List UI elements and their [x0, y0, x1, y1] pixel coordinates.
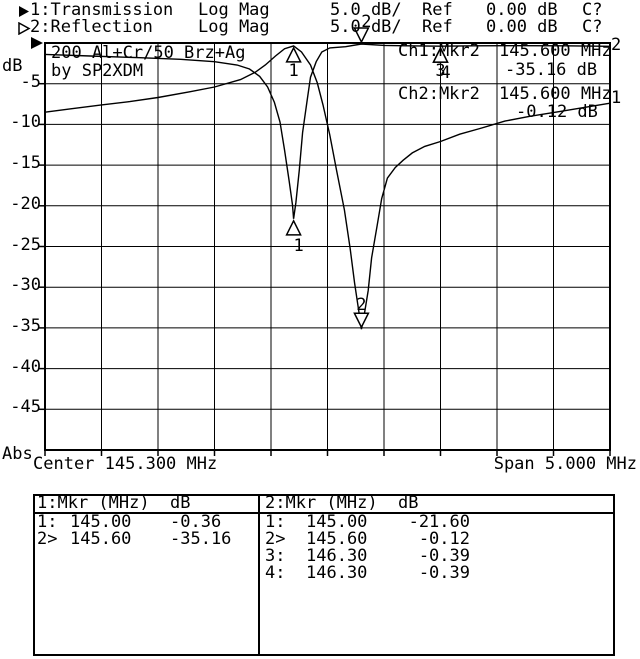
- ch2-cal-status: C?: [582, 17, 603, 37]
- y-tick-label: -5: [20, 72, 41, 92]
- marker-ch2-2-label: 2: [361, 12, 371, 32]
- marker-ch1-2-icon: [353, 312, 370, 329]
- plot-title-line2: by SP2XDM: [51, 61, 144, 81]
- marker-frequency-cell: 146.30: [306, 546, 368, 566]
- marker-value-cell: -0.39: [418, 546, 470, 566]
- marker-number-cell: 3:: [265, 546, 286, 566]
- plot-title-line1: 200 Al+Cr/50 Brz+Ag: [51, 43, 246, 63]
- y-axis-bottom-label: Abs: [2, 444, 33, 464]
- ch1-scale: 5.0 dB/: [330, 0, 402, 20]
- marker-ch2-3-label: 3: [435, 61, 445, 81]
- ch2-ref-value: 0.00 dB: [486, 17, 558, 37]
- marker-ch2-4-icon: [432, 46, 449, 63]
- ch2-marker-readout-freq: 145.600 MHz: [499, 84, 612, 104]
- ch1-marker-readout-label: Ch1:Mkr2: [398, 41, 480, 61]
- y-tick-label: -10: [10, 112, 41, 132]
- ch2-marker-readout-label: Ch2:Mkr2: [398, 84, 480, 104]
- ch1-ref-label: Ref: [422, 0, 453, 20]
- channel2-arrow-icon: [18, 22, 31, 35]
- transmission-trace: [44, 45, 611, 330]
- y-tick-label: -15: [10, 153, 41, 173]
- marker-table-row: 1: 145.00 -21.60: [258, 514, 614, 531]
- y-tick-label: -20: [10, 194, 41, 214]
- y-tick-label: -30: [10, 275, 41, 295]
- ch1-marker-readout-value: -35.16 dB: [505, 60, 598, 80]
- marker-frequency-cell: 145.60: [306, 529, 368, 549]
- marker-table-ch2-rows: 1: 145.00 -21.60 2> 145.60 -0.12 3: 146.30 -0.39…: [258, 514, 614, 582]
- marker-value-cell: -21.60: [408, 512, 470, 532]
- span-frequency-label: Span 5.000 MHz: [493, 454, 637, 474]
- marker-number-cell: 2>: [265, 529, 286, 549]
- marker-ch2-2-icon: [353, 27, 370, 44]
- marker-table-header-separator: [33, 512, 615, 514]
- marker-table-ch2-header: 2:Mkr (MHz) dB: [265, 493, 419, 513]
- ch2-scale: 5.0 dB/: [330, 17, 402, 37]
- marker-table-row: 3: 146.30 -0.39: [258, 548, 614, 565]
- marker-number-cell: 2>: [37, 529, 58, 549]
- marker-ch2-4-label: 4: [440, 63, 450, 83]
- marker-table-row: 4: 146.30 -0.39: [258, 565, 614, 582]
- trace2-end-label: 2: [611, 35, 622, 55]
- marker-table-row: 2> 145.60 -35.16: [33, 531, 258, 548]
- marker-ch1-2-label: 2: [356, 295, 366, 315]
- y-tick-label: -40: [10, 357, 41, 377]
- y-axis-unit-label: dB: [2, 56, 23, 76]
- ch2-ref-label: Ref: [422, 17, 453, 37]
- marker-value-cell: -0.12: [418, 529, 470, 549]
- marker-ch2-1-icon: [285, 219, 302, 236]
- marker-frequency-cell: 145.00: [306, 512, 368, 532]
- center-frequency-label: Center 145.300 MHz: [33, 454, 218, 474]
- marker-number-cell: 1:: [37, 512, 58, 532]
- ch1-cal-status: C?: [582, 0, 603, 20]
- y-tick-label: -35: [10, 316, 41, 336]
- marker-table: [33, 494, 615, 656]
- y-tick-label: -45: [10, 397, 41, 417]
- ch1-format: Log Mag: [198, 0, 270, 20]
- channel1-active-arrow-icon: [19, 6, 29, 17]
- marker-table-ch1-header: 1:Mkr (MHz) dB: [37, 493, 191, 513]
- marker-ch2-1-label: 1: [293, 236, 303, 256]
- trace1-end-label: 1: [611, 88, 622, 108]
- marker-ch1-1-label: 1: [288, 61, 298, 81]
- marker-value-cell: -0.36: [170, 512, 222, 532]
- marker-frequency-cell: 146.30: [306, 563, 368, 583]
- marker-frequency-cell: 145.60: [70, 529, 132, 549]
- ch2-measurement-label: 2:Reflection: [30, 17, 153, 37]
- reflection-trace: [44, 43, 611, 219]
- marker-table-ch1-rows: 1: 145.00 -0.36 2> 145.60 -35.16: [33, 514, 258, 548]
- ch2-marker-readout-value: -0.12 dB: [516, 102, 598, 122]
- marker-ch1-1-icon: [285, 46, 302, 63]
- marker-number-cell: 4:: [265, 563, 286, 583]
- marker-value-cell: -0.39: [418, 563, 470, 583]
- marker-table-row: 2> 145.60 -0.12: [258, 531, 614, 548]
- ref-level-arrow-icon: [31, 37, 43, 49]
- marker-number-cell: 1:: [265, 512, 286, 532]
- ch1-marker-readout-freq: 145.600 MHz: [499, 41, 612, 61]
- marker-frequency-cell: 145.00: [70, 512, 132, 532]
- marker-table-divider: [258, 494, 260, 656]
- y-tick-label: -25: [10, 235, 41, 255]
- marker-table-row: 1: 145.00 -0.36: [33, 514, 258, 531]
- ch1-measurement-label: 1:Transmission: [30, 0, 174, 20]
- ch2-format: Log Mag: [198, 17, 270, 37]
- marker-value-cell: -35.16: [170, 529, 232, 549]
- ch1-ref-value: 0.00 dB: [486, 0, 558, 20]
